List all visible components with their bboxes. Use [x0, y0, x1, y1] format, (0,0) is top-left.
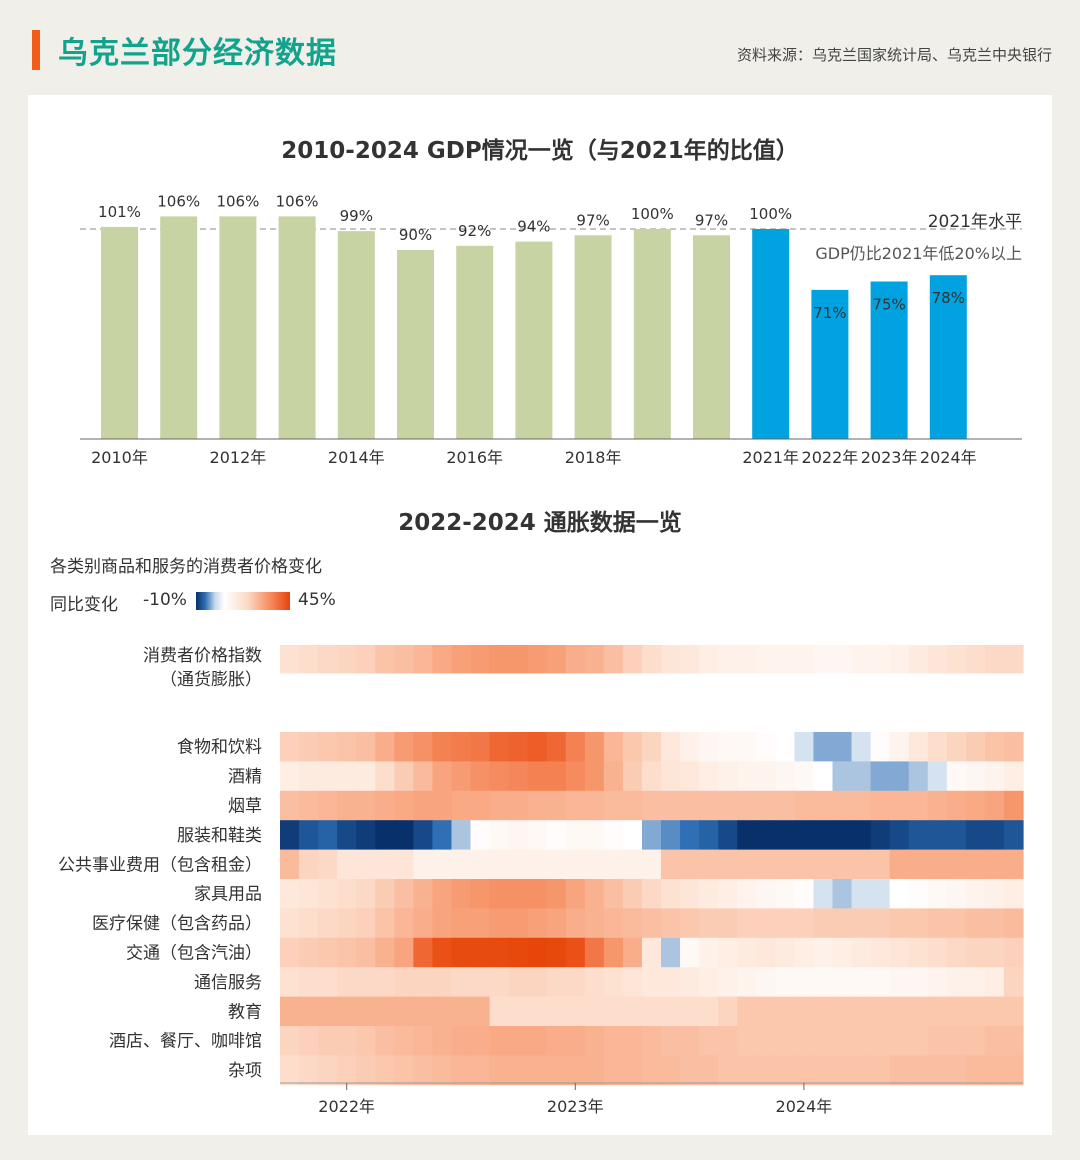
gdp-bar — [219, 216, 257, 439]
gdp-value-label: 78% — [932, 289, 965, 307]
gdp-bar — [515, 241, 553, 439]
gdp-value-label: 92% — [458, 222, 491, 240]
gdp-bar — [633, 229, 671, 439]
gdp-value-label: 71% — [813, 304, 846, 322]
heatmap-subtitle: 各类别商品和服务的消费者价格变化 — [50, 557, 322, 577]
gdp-value-label: 106% — [276, 192, 319, 210]
gdp-bar — [397, 250, 434, 439]
gdp-value-label: 106% — [216, 192, 259, 210]
gdp-bar — [929, 275, 967, 439]
gdp-tick-label: 2012年 — [210, 448, 267, 467]
gdp-tick-label: 2024年 — [920, 448, 977, 467]
gdp-value-label: 90% — [399, 226, 432, 244]
gdp-bar — [456, 245, 494, 439]
gdp-bar — [160, 216, 198, 439]
gdp-tick-label: 2014年 — [328, 448, 385, 467]
gdp-bar — [574, 235, 612, 439]
gdp-bar-chart: 2021年水平 GDP仍比2021年低20%以上 101% 2010年 106% 106%… — [80, 192, 1022, 467]
gdp-value-label: 106% — [157, 192, 200, 210]
gdp-tick-label: 2022年 — [802, 448, 859, 467]
inflation-chart-title: 2022-2024 通胀数据一览 — [398, 510, 682, 536]
gdp-bar — [337, 231, 375, 439]
reference-line-label: 2021年水平 — [928, 212, 1022, 232]
gdp-bar — [101, 226, 138, 439]
gdp-value-label: 99% — [340, 207, 373, 225]
gdp-tick-label: 2016年 — [446, 448, 503, 467]
page-title: 乌克兰部分经济数据 — [58, 36, 337, 71]
gdp-bar — [278, 216, 316, 439]
legend-max-label: 45% — [298, 590, 336, 610]
legend-color-scale — [196, 592, 290, 610]
gdp-value-label: 94% — [517, 218, 550, 236]
annotation-text: GDP仍比2021年低20%以上 — [815, 244, 1022, 263]
legend-min-label: -10% — [143, 590, 187, 610]
gdp-value-label: 75% — [872, 296, 905, 314]
gdp-value-label: 101% — [98, 203, 141, 221]
source-note: 资料来源：乌克兰国家统计局、乌克兰中央银行 — [736, 46, 1052, 64]
gdp-tick-label: 2010年 — [91, 448, 148, 467]
gdp-bar — [811, 289, 849, 439]
gdp-tick-label: 2021年 — [742, 448, 799, 467]
gdp-bar — [693, 235, 730, 439]
gdp-tick-label: 2018年 — [565, 448, 622, 467]
gdp-chart-title: 2010-2024 GDP情况一览（与2021年的比值） — [281, 138, 799, 164]
gdp-value-label: 100% — [631, 205, 674, 223]
gdp-bar — [870, 281, 908, 439]
gdp-bar — [752, 229, 790, 439]
legend-label: 同比变化 — [50, 595, 118, 615]
gdp-tick-label: 2023年 — [861, 448, 918, 467]
title-accent-bar — [32, 30, 40, 70]
gdp-value-label: 100% — [749, 205, 792, 223]
gdp-value-label: 97% — [576, 211, 609, 229]
gdp-value-label: 97% — [695, 211, 728, 229]
